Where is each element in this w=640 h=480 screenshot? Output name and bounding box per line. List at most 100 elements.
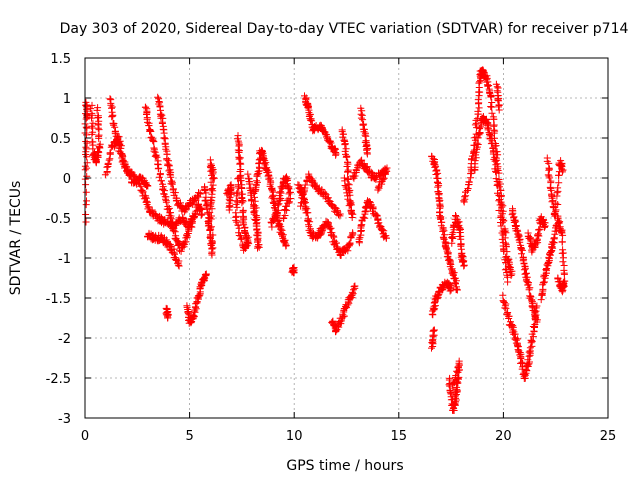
data-point (234, 175, 242, 183)
data-point (274, 201, 282, 209)
data-point (179, 214, 187, 222)
data-point (382, 170, 389, 178)
data-point (244, 170, 252, 178)
data-point (532, 237, 540, 245)
data-point (95, 132, 103, 140)
data-point (523, 269, 530, 277)
data-point (498, 219, 506, 227)
data-point (340, 174, 348, 182)
data-point (154, 160, 162, 168)
data-point (340, 312, 348, 320)
data-point (83, 172, 91, 180)
data-point (175, 262, 183, 270)
data-point (177, 247, 185, 255)
data-point (451, 391, 459, 399)
data-point (239, 217, 247, 225)
y-tick-label: -1 (58, 252, 71, 267)
data-point (94, 112, 102, 120)
data-point (509, 209, 517, 217)
data-point (447, 390, 455, 398)
data-point (108, 113, 116, 121)
data-point (436, 203, 444, 211)
data-point (233, 190, 241, 198)
data-point (164, 160, 172, 168)
data-point (344, 168, 351, 176)
data-point (356, 234, 364, 242)
data-point (207, 186, 215, 194)
data-point (541, 278, 548, 286)
data-point (556, 218, 564, 226)
data-point (447, 261, 455, 268)
data-point (192, 305, 200, 313)
data-point (337, 317, 345, 325)
data-point (452, 279, 459, 287)
data-point (196, 190, 204, 198)
data-point (453, 386, 461, 394)
data-point (442, 244, 450, 252)
data-point (88, 130, 96, 138)
data-point (502, 259, 510, 266)
data-point (157, 177, 165, 185)
data-point (238, 199, 246, 207)
data-point (461, 193, 469, 201)
data-point (333, 206, 341, 214)
data-point (351, 172, 359, 180)
data-point (174, 259, 182, 267)
data-point (508, 323, 516, 331)
data-point (492, 175, 500, 183)
data-point (161, 139, 169, 147)
data-point (338, 126, 346, 134)
data-point (239, 243, 247, 251)
data-point (335, 211, 342, 219)
data-point (232, 212, 240, 220)
data-point (94, 104, 102, 112)
data-point (528, 338, 536, 346)
data-point (82, 123, 90, 131)
data-point (205, 214, 213, 222)
data-point (116, 141, 124, 149)
data-point (445, 255, 453, 263)
data-point (209, 175, 217, 183)
data-point (226, 202, 234, 210)
data-point (233, 188, 241, 196)
data-point (305, 106, 313, 114)
data-point (559, 258, 567, 266)
data-point (159, 186, 167, 194)
data-point (253, 171, 261, 179)
data-point (546, 174, 554, 182)
data-point (150, 147, 158, 155)
data-point (342, 185, 350, 193)
data-point (118, 154, 126, 162)
axis-tick-labels: 0 5 10 15 20 25 -3 -2.5 -2 -1.5 -1 -0.5 0 0.5 1 1.5 (46, 52, 617, 444)
y-tick-label: 1 (63, 92, 71, 107)
data-point (341, 141, 349, 149)
data-point (487, 140, 495, 148)
data-point (206, 227, 214, 234)
data-point (235, 229, 243, 237)
y-tick-label: -3 (58, 412, 71, 427)
y-tick-label: 0 (63, 172, 71, 187)
data-point (528, 303, 536, 311)
data-point (549, 238, 557, 246)
data-point (165, 241, 173, 249)
data-point (474, 141, 482, 148)
data-point (465, 178, 473, 186)
data-point (502, 304, 510, 312)
data-point (355, 235, 363, 243)
data-point (345, 202, 353, 210)
data-point (282, 242, 290, 250)
y-tick-label: -2 (58, 332, 71, 347)
data-point (363, 150, 371, 158)
data-point (106, 95, 114, 103)
data-point (82, 201, 90, 209)
data-point (500, 247, 508, 255)
data-point (439, 225, 447, 233)
data-point (226, 187, 234, 194)
data-point (198, 210, 206, 218)
data-point (254, 229, 262, 237)
x-tick-label: 0 (81, 429, 89, 444)
data-point (383, 164, 391, 172)
data-point (332, 327, 340, 335)
data-point (555, 179, 563, 187)
data-point (155, 164, 163, 172)
